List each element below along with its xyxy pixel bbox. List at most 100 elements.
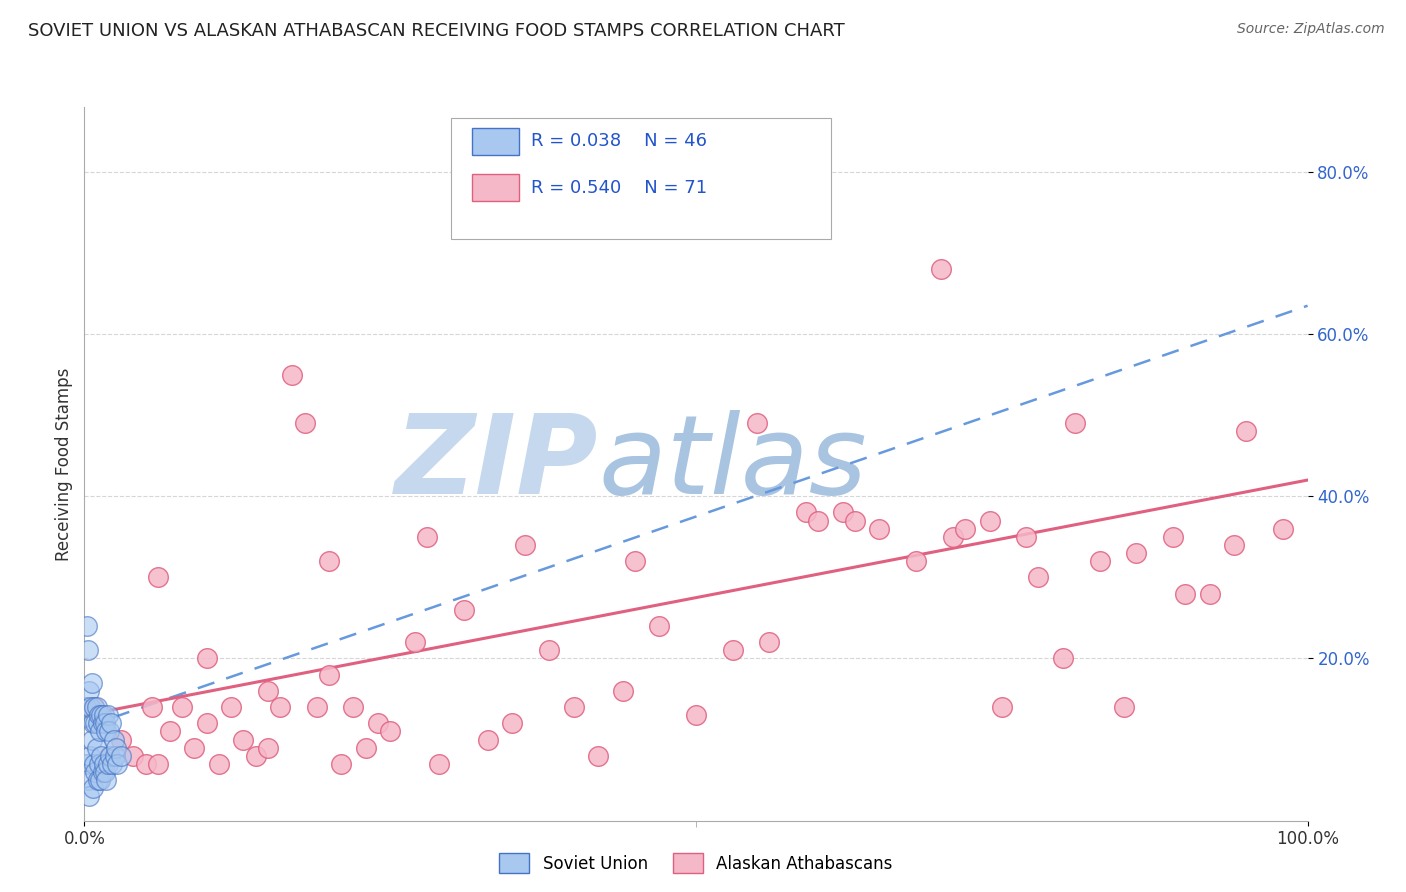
Text: R = 0.540    N = 71: R = 0.540 N = 71 [531, 178, 707, 196]
Point [122, 748, 145, 763]
Point [330, 756, 353, 771]
Point [538, 643, 561, 657]
Point [82, 716, 104, 731]
Point [76, 619, 98, 633]
Point [183, 740, 205, 755]
Point [305, 700, 328, 714]
Point [758, 635, 780, 649]
Point [232, 732, 254, 747]
Point [79, 748, 101, 763]
Y-axis label: Receiving Food Stamps: Receiving Food Stamps [55, 368, 73, 560]
Point [89, 773, 111, 788]
Point [86, 740, 108, 755]
Text: atlas: atlas [598, 410, 866, 517]
Point [831, 506, 853, 520]
Point [562, 700, 585, 714]
Text: SOVIET UNION VS ALASKAN ATHABASCAN RECEIVING FOOD STAMPS CORRELATION CHART: SOVIET UNION VS ALASKAN ATHABASCAN RECEI… [28, 22, 845, 40]
Point [380, 724, 402, 739]
Point [90, 708, 112, 723]
Point [93, 708, 115, 723]
Point [97, 708, 120, 723]
Point [367, 716, 389, 731]
Point [342, 700, 364, 714]
Point [103, 732, 125, 747]
Point [586, 748, 609, 763]
Point [100, 716, 122, 731]
Point [257, 740, 280, 755]
Point [84, 716, 107, 731]
Point [110, 748, 132, 763]
Legend: Soviet Union, Alaskan Athabascans: Soviet Union, Alaskan Athabascans [492, 847, 900, 880]
Point [513, 538, 536, 552]
Point [87, 773, 110, 788]
Point [990, 700, 1012, 714]
Point [318, 667, 340, 681]
Point [1198, 586, 1220, 600]
Point [612, 684, 634, 698]
Point [318, 554, 340, 568]
Point [79, 700, 101, 714]
Point [97, 748, 120, 763]
Point [1272, 522, 1295, 536]
Point [77, 643, 100, 657]
Point [942, 530, 965, 544]
Point [1234, 425, 1257, 439]
Text: R = 0.038    N = 46: R = 0.038 N = 46 [531, 132, 707, 150]
Point [94, 716, 117, 731]
Point [208, 756, 231, 771]
Point [135, 756, 157, 771]
Point [354, 740, 377, 755]
Point [84, 764, 107, 779]
Point [404, 635, 426, 649]
Point [294, 417, 316, 431]
Point [110, 732, 132, 747]
Point [219, 700, 242, 714]
Point [91, 764, 114, 779]
Point [105, 740, 128, 755]
Point [929, 262, 952, 277]
Point [89, 724, 111, 739]
Point [269, 700, 291, 714]
Point [245, 748, 267, 763]
Point [96, 773, 118, 788]
Point [96, 724, 118, 739]
FancyBboxPatch shape [451, 118, 831, 239]
Point [83, 700, 105, 714]
Point [93, 756, 115, 771]
Point [281, 368, 304, 382]
Point [82, 781, 104, 796]
Point [80, 675, 103, 690]
Point [141, 700, 163, 714]
Point [172, 700, 194, 714]
Point [648, 619, 671, 633]
Point [77, 789, 100, 804]
Point [91, 716, 114, 731]
Point [416, 530, 439, 544]
Point [146, 570, 169, 584]
Point [427, 756, 450, 771]
Point [195, 651, 218, 665]
Point [77, 684, 100, 698]
Point [86, 700, 108, 714]
Point [87, 716, 110, 731]
Point [98, 748, 121, 763]
Point [1161, 530, 1184, 544]
Point [104, 748, 127, 763]
Point [1028, 570, 1050, 584]
Point [453, 603, 475, 617]
Point [87, 708, 110, 723]
Point [1052, 651, 1074, 665]
Point [501, 716, 523, 731]
Point [83, 700, 105, 714]
Point [101, 756, 124, 771]
Point [624, 554, 647, 568]
FancyBboxPatch shape [472, 174, 519, 202]
Point [257, 684, 280, 698]
Point [76, 756, 98, 771]
Point [146, 756, 169, 771]
Point [1088, 554, 1111, 568]
Point [721, 643, 744, 657]
Text: Source: ZipAtlas.com: Source: ZipAtlas.com [1237, 22, 1385, 37]
Point [685, 708, 707, 723]
Text: ZIP: ZIP [395, 410, 598, 517]
